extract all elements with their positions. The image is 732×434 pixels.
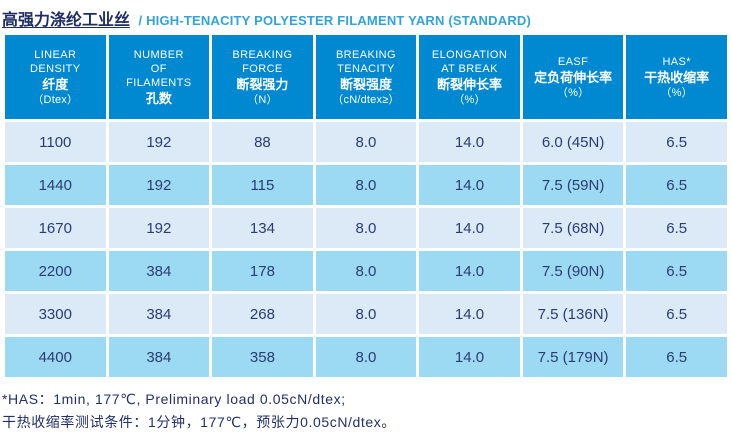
column-header-unit: （%） [660,86,693,99]
column-header-zh: 定负荷伸长率 [534,69,613,85]
header-row: LINEAR DENSITY 纤度 （Dtex） NUMBER OF FILAMENT… [5,35,727,119]
column-header-en: NUMBER OF FILAMENTS [126,48,192,89]
cell-easf: 7.5 (68N) [522,208,624,248]
table-row: 1100 192 88 8.0 14.0 6.0 (45N) 6.5 [5,122,727,162]
column-header-en: ELONGATION AT BREAK [431,48,508,75]
cell-filaments: 384 [108,251,210,291]
column-header-unit: （%） [556,86,590,99]
table-row: 1670 192 134 8.0 14.0 7.5 (68N) 6.5 [5,208,727,248]
cell-breaking-tenacity: 8.0 [315,122,417,162]
column-header-has: HAS* 干热收缩率 （%） [626,35,727,119]
page-title-chinese: 高强力涤纶工业丝 [2,12,131,29]
cell-breaking-force: 178 [212,251,313,291]
column-header-en: BREAKING FORCE [232,48,293,75]
cell-linear-density: 4400 [5,337,106,377]
cell-filaments: 192 [108,208,210,248]
spec-table-body: 1100 192 88 8.0 14.0 6.0 (45N) 6.5 1440 192 115 8.… [5,122,727,377]
column-header-zh: 纤度 [42,76,69,92]
column-header-filaments: NUMBER OF FILAMENTS 孔数 [108,35,210,119]
cell-elongation: 14.0 [419,208,520,248]
cell-linear-density: 1100 [5,122,106,162]
cell-linear-density: 2200 [5,251,106,291]
footnotes: *HAS：1min, 177℃, Preliminary load 0.05cN… [2,388,732,434]
cell-filaments: 384 [108,337,210,377]
table-row: 3300 384 268 8.0 14.0 7.5 (136N) 6.5 [5,294,727,334]
column-header-easf: EASF 定负荷伸长率 （%） [522,35,624,119]
footnote-has-chinese: 干热收缩率测试条件：1分钟，177℃，预张力0.05cN/dtex。 [2,414,396,430]
cell-has: 6.5 [626,122,727,162]
cell-elongation: 14.0 [419,122,520,162]
column-header-en: EASF [557,55,589,68]
cell-has: 6.5 [626,165,727,205]
cell-elongation: 14.0 [419,251,520,291]
cell-has: 6.5 [626,208,727,248]
cell-linear-density: 3300 [5,294,106,334]
cell-breaking-tenacity: 8.0 [315,165,417,205]
column-header-en: HAS* [662,55,691,68]
column-header-unit: （N） [247,93,278,106]
cell-breaking-force: 88 [212,122,313,162]
column-header-zh: 断裂伸长率 [437,76,503,92]
footnote-has-english: *HAS：1min, 177℃, Preliminary load 0.05cN… [2,391,346,407]
table-row: 1440 192 115 8.0 14.0 7.5 (59N) 6.5 [5,165,727,205]
cell-has: 6.5 [626,251,727,291]
column-header-zh: 孔数 [145,90,172,106]
column-header-en: BREAKING TENACITY [335,48,396,75]
cell-elongation: 14.0 [419,294,520,334]
table-row: 4400 384 358 8.0 14.0 7.5 (179N) 6.5 [5,337,727,377]
cell-has: 6.5 [626,294,727,334]
cell-easf: 7.5 (136N) [522,294,624,334]
column-header-zh: 断裂强力 [236,76,289,92]
cell-linear-density: 1440 [5,165,106,205]
column-header-linear-density: LINEAR DENSITY 纤度 （Dtex） [5,35,106,119]
cell-filaments: 192 [108,122,210,162]
cell-breaking-tenacity: 8.0 [315,251,417,291]
cell-easf: 7.5 (179N) [522,337,624,377]
cell-elongation: 14.0 [419,165,520,205]
cell-linear-density: 1670 [5,208,106,248]
page-title-english: / HIGH-TENACITY POLYESTER FILAMENT YARN … [138,13,532,28]
cell-elongation: 14.0 [419,337,520,377]
cell-filaments: 384 [108,294,210,334]
column-header-zh: 干热收缩率 [644,69,710,85]
cell-breaking-tenacity: 8.0 [315,208,417,248]
column-header-breaking-force: BREAKING FORCE 断裂强力 （N） [212,35,313,119]
spec-table: LINEAR DENSITY 纤度 （Dtex） NUMBER OF FILAMENT… [2,32,730,380]
column-header-en: LINEAR DENSITY [30,48,81,75]
cell-breaking-tenacity: 8.0 [315,294,417,334]
cell-easf: 7.5 (90N) [522,251,624,291]
cell-breaking-force: 268 [212,294,313,334]
page-title: 高强力涤纶工业丝 / HIGH-TENACITY POLYESTER FILAM… [0,0,732,32]
column-header-zh: 断裂强度 [339,76,392,92]
cell-easf: 6.0 (45N) [522,122,624,162]
column-header-unit: （cN/dtex≥） [332,93,400,106]
column-header-elongation: ELONGATION AT BREAK 断裂伸长率 （%） [419,35,520,119]
table-row: 2200 384 178 8.0 14.0 7.5 (90N) 6.5 [5,251,727,291]
cell-breaking-force: 115 [212,165,313,205]
cell-breaking-force: 358 [212,337,313,377]
cell-filaments: 192 [108,165,210,205]
column-header-unit: （Dtex） [32,93,79,106]
cell-has: 6.5 [626,337,727,377]
column-header-unit: （%） [453,93,486,106]
cell-breaking-tenacity: 8.0 [315,337,417,377]
column-header-breaking-tenacity: BREAKING TENACITY 断裂强度 （cN/dtex≥） [315,35,417,119]
cell-easf: 7.5 (59N) [522,165,624,205]
spec-table-head: LINEAR DENSITY 纤度 （Dtex） NUMBER OF FILAMENT… [5,35,727,119]
cell-breaking-force: 134 [212,208,313,248]
